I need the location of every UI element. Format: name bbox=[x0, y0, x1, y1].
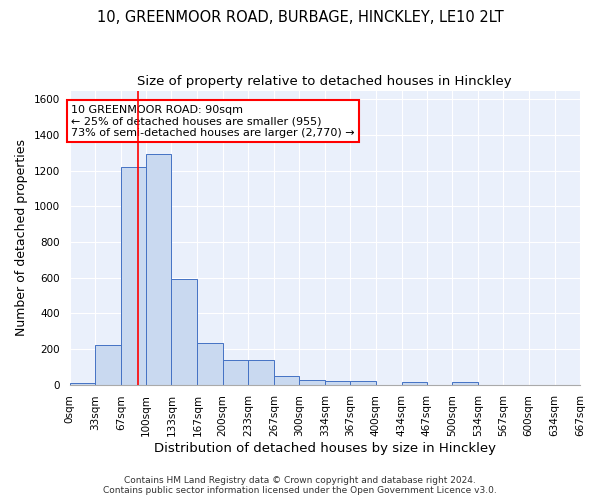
Bar bbox=[452, 382, 478, 384]
Text: Contains HM Land Registry data © Crown copyright and database right 2024.
Contai: Contains HM Land Registry data © Crown c… bbox=[103, 476, 497, 495]
Bar bbox=[172, 280, 197, 384]
Bar bbox=[350, 381, 376, 384]
Bar bbox=[223, 360, 248, 384]
Bar bbox=[121, 167, 146, 384]
Text: 10 GREENMOOR ROAD: 90sqm
← 25% of detached houses are smaller (955)
73% of semi-: 10 GREENMOOR ROAD: 90sqm ← 25% of detach… bbox=[71, 105, 355, 138]
Text: 10, GREENMOOR ROAD, BURBAGE, HINCKLEY, LE10 2LT: 10, GREENMOOR ROAD, BURBAGE, HINCKLEY, L… bbox=[97, 10, 503, 25]
X-axis label: Distribution of detached houses by size in Hinckley: Distribution of detached houses by size … bbox=[154, 442, 496, 455]
Bar bbox=[274, 376, 299, 384]
Bar bbox=[299, 380, 325, 384]
Bar bbox=[70, 383, 95, 384]
Bar bbox=[325, 381, 350, 384]
Bar bbox=[248, 360, 274, 384]
Bar bbox=[146, 154, 172, 384]
Title: Size of property relative to detached houses in Hinckley: Size of property relative to detached ho… bbox=[137, 75, 512, 88]
Bar bbox=[401, 382, 427, 384]
Y-axis label: Number of detached properties: Number of detached properties bbox=[15, 139, 28, 336]
Bar bbox=[95, 346, 121, 385]
Bar bbox=[197, 342, 223, 384]
